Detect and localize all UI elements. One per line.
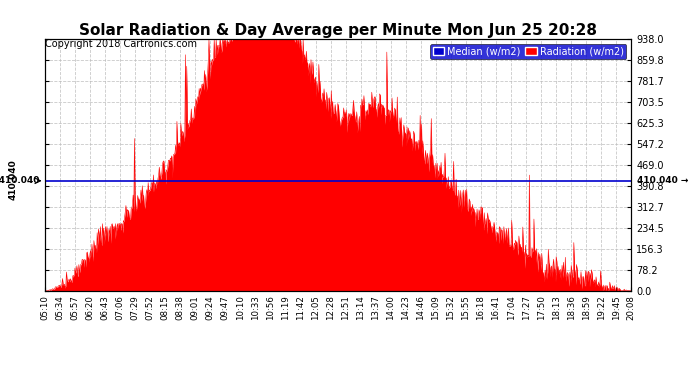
Title: Solar Radiation & Day Average per Minute Mon Jun 25 20:28: Solar Radiation & Day Average per Minute… — [79, 23, 597, 38]
Text: 410.040 →: 410.040 → — [638, 176, 689, 185]
Text: 410.040: 410.040 — [8, 160, 17, 201]
Text: Copyright 2018 Cartronics.com: Copyright 2018 Cartronics.com — [45, 39, 197, 50]
Legend: Median (w/m2), Radiation (w/m2): Median (w/m2), Radiation (w/m2) — [431, 44, 627, 59]
Text: ← 410.040: ← 410.040 — [0, 176, 39, 185]
